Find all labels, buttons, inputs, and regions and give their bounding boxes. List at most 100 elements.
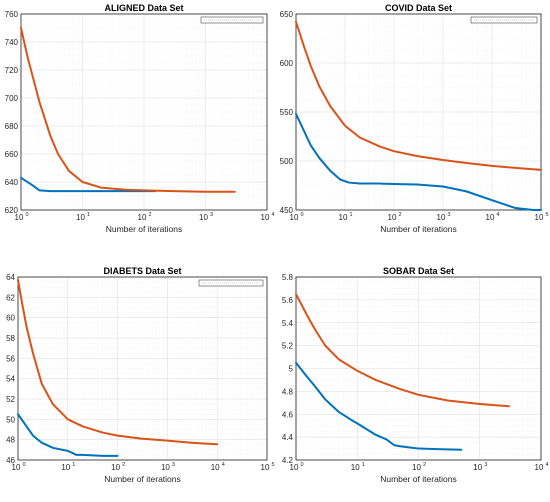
y-tick-label: 58 xyxy=(6,334,15,343)
x-tick-exponent: 5 xyxy=(546,212,549,218)
x-tick-label: 10 xyxy=(76,213,85,222)
y-tick-label: 52 xyxy=(6,395,15,404)
x-tick-label: 10 xyxy=(138,213,147,222)
x-tick-exponent: 2 xyxy=(399,212,402,218)
y-tick-label: 720 xyxy=(5,66,19,75)
y-tick-label: 660 xyxy=(5,150,19,159)
x-tick-exponent: 1 xyxy=(362,462,365,468)
series-line-1 xyxy=(295,112,542,211)
y-tick-label: 500 xyxy=(280,157,294,166)
y-tick-label: 4.8 xyxy=(282,387,294,396)
x-tick-exponent: 3 xyxy=(448,212,451,218)
x-tick-exponent: 2 xyxy=(149,212,152,218)
x-tick-exponent: 2 xyxy=(122,462,125,468)
x-tick-exponent: 3 xyxy=(172,462,175,468)
x-axis-label: Number of iterations xyxy=(106,224,183,234)
x-tick-label: 10 xyxy=(261,463,270,472)
x-tick-exponent: 5 xyxy=(272,462,275,468)
chart-panel-3: 10 0 10 1 10 2 10 3 10 4 10 546485052545658606264DI… xyxy=(6,266,274,484)
x-tick-exponent: 4 xyxy=(272,212,275,218)
y-tick-label: 640 xyxy=(5,178,19,187)
legend xyxy=(198,279,264,287)
chart-title: ALIGNED Data Set xyxy=(104,3,183,13)
y-tick-label: 62 xyxy=(6,293,15,302)
series-line-1 xyxy=(17,413,119,457)
x-tick-label: 10 xyxy=(161,463,170,472)
x-tick-label: 10 xyxy=(412,463,421,472)
x-tick-exponent: 4 xyxy=(546,462,549,468)
x-tick-label: 10 xyxy=(535,213,544,222)
x-tick-label: 10 xyxy=(437,213,446,222)
y-tick-label: 48 xyxy=(6,436,15,445)
y-tick-label: 550 xyxy=(280,108,294,117)
x-tick-label: 10 xyxy=(535,463,544,472)
y-tick-label: 600 xyxy=(280,59,294,68)
plot-frame xyxy=(295,276,542,461)
y-tick-label: 46 xyxy=(6,456,15,465)
series-line-2 xyxy=(20,27,236,193)
chart-panel-1: 10 0 10 1 10 2 10 3 10 4620640660680700720740760A… xyxy=(5,3,275,234)
plot-frame xyxy=(295,13,542,211)
x-tick-label: 10 xyxy=(111,463,120,472)
y-tick-label: 5.8 xyxy=(282,273,294,282)
x-tick-exponent: 0 xyxy=(23,462,26,468)
x-tick-label: 10 xyxy=(339,213,348,222)
series-line-1 xyxy=(295,361,463,451)
y-tick-label: 5.2 xyxy=(282,342,294,351)
legend xyxy=(470,16,538,24)
x-tick-exponent: 1 xyxy=(72,462,75,468)
x-tick-label: 10 xyxy=(486,213,495,222)
y-tick-label: 54 xyxy=(6,375,15,384)
x-tick-label: 10 xyxy=(211,463,220,472)
y-tick-label: 4.2 xyxy=(282,456,294,465)
x-axis-label: Number of iterations xyxy=(380,474,457,484)
y-tick-label: 700 xyxy=(5,94,19,103)
series-line-2 xyxy=(295,20,542,171)
x-tick-label: 10 xyxy=(199,213,208,222)
chart-title: DIABETS Data Set xyxy=(103,266,181,276)
x-tick-label: 10 xyxy=(290,213,299,222)
y-tick-label: 4.6 xyxy=(282,410,294,419)
x-tick-exponent: 3 xyxy=(484,462,487,468)
x-tick-label: 10 xyxy=(15,213,24,222)
y-tick-label: 5.6 xyxy=(282,296,294,305)
x-tick-label: 10 xyxy=(61,463,70,472)
x-tick-exponent: 0 xyxy=(301,212,304,218)
chart-title: SOBAR Data Set xyxy=(383,266,454,276)
y-tick-label: 760 xyxy=(5,10,19,19)
y-tick-label: 650 xyxy=(280,10,294,19)
x-tick-exponent: 4 xyxy=(222,462,225,468)
y-tick-label: 740 xyxy=(5,38,19,47)
chart-title: COVID Data Set xyxy=(385,3,452,13)
y-tick-label: 56 xyxy=(6,354,15,363)
x-tick-exponent: 0 xyxy=(301,462,304,468)
y-tick-label: 620 xyxy=(5,206,19,215)
x-tick-exponent: 0 xyxy=(26,212,29,218)
y-tick-label: 450 xyxy=(280,206,294,215)
y-tick-label: 60 xyxy=(6,314,15,323)
x-tick-exponent: 1 xyxy=(350,212,353,218)
x-tick-exponent: 3 xyxy=(210,212,213,218)
plot-frame xyxy=(17,276,268,461)
series-line-1 xyxy=(20,176,156,193)
x-tick-label: 10 xyxy=(12,463,21,472)
y-tick-label: 50 xyxy=(6,415,15,424)
x-tick-label: 10 xyxy=(261,213,270,222)
x-tick-label: 10 xyxy=(473,463,482,472)
x-tick-exponent: 2 xyxy=(423,462,426,468)
y-tick-label: 4.4 xyxy=(282,433,294,442)
plot-frame xyxy=(20,13,268,211)
y-tick-label: 680 xyxy=(5,122,19,131)
x-axis-label: Number of iterations xyxy=(380,224,457,234)
y-tick-label: 5 xyxy=(289,365,294,374)
y-tick-label: 64 xyxy=(6,273,15,282)
y-tick-label: 5.4 xyxy=(282,319,294,328)
series-line-2 xyxy=(295,293,510,408)
chart-panel-4: 10 0 10 1 10 2 10 3 10 44.24.44.64.855.25.45.65.8… xyxy=(282,266,549,484)
x-axis-label: Number of iterations xyxy=(104,474,181,484)
x-tick-exponent: 1 xyxy=(87,212,90,218)
x-tick-label: 10 xyxy=(290,463,299,472)
series-line-2 xyxy=(17,279,219,446)
